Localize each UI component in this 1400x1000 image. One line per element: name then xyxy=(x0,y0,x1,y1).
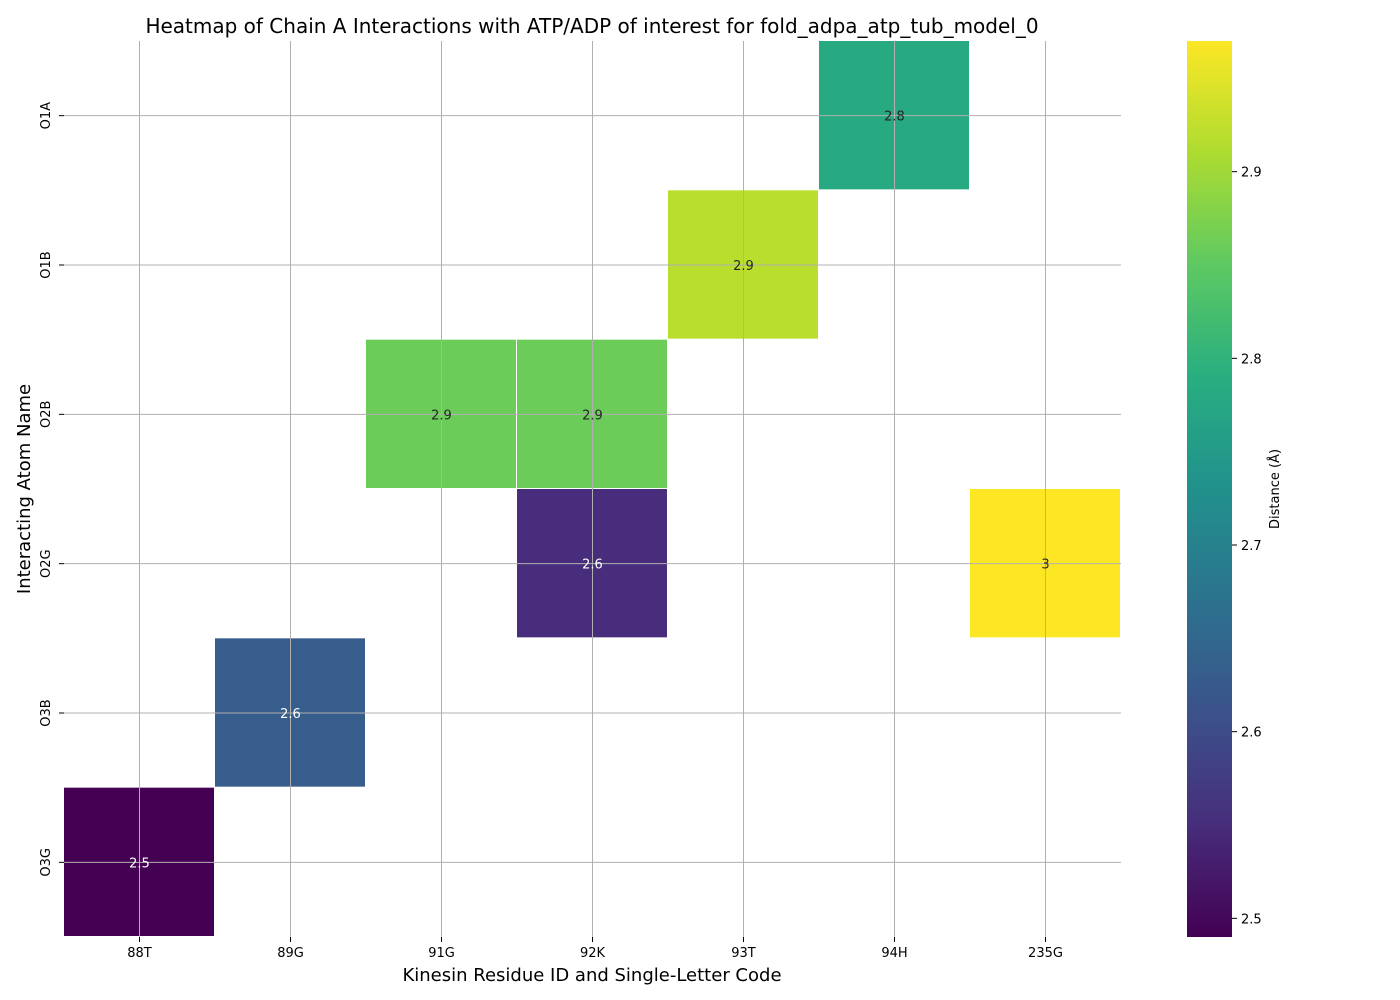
cell-value-label: 2.9 xyxy=(582,408,603,423)
x-axis-label: Kinesin Residue ID and Single-Letter Cod… xyxy=(402,965,781,986)
cell-value-label: 2.5 xyxy=(129,856,150,871)
x-tick-label: 235G xyxy=(1028,946,1063,961)
colorbar-label: Distance (Å) xyxy=(1267,449,1283,529)
colorbar-ticks: 2.5 2.6 2.7 2.8 2.9 xyxy=(1232,166,1262,927)
y-tick-label: O3G xyxy=(39,848,54,877)
colorbar-tick-label: 2.8 xyxy=(1241,352,1262,367)
y-tick-label: O2B xyxy=(39,401,54,428)
colorbar xyxy=(1187,41,1232,937)
cell-value-label: 2.6 xyxy=(280,707,301,722)
y-tick-label: O1A xyxy=(39,102,54,130)
cell-value-label: 2.9 xyxy=(431,408,452,423)
x-tick-label: 93T xyxy=(731,946,756,961)
colorbar-tick-label: 2.7 xyxy=(1241,539,1262,554)
x-axis-ticks: 88T 89G 91G 92K 93T 94H 235G xyxy=(127,937,1063,961)
y-tick-label: O2G xyxy=(39,549,54,578)
colorbar-tick-label: 2.5 xyxy=(1241,912,1262,927)
y-axis-ticks: O1A O1B O2B O2G O3B O3G xyxy=(39,102,64,877)
cell-value-label: 2.6 xyxy=(582,558,603,573)
x-tick-label: 94H xyxy=(881,946,907,961)
y-axis-label: Interacting Atom Name xyxy=(14,384,35,594)
cell-value-label: 2.8 xyxy=(884,110,905,125)
chart-title: Heatmap of Chain A Interactions with ATP… xyxy=(145,14,1038,38)
colorbar-tick-label: 2.6 xyxy=(1241,726,1262,741)
plot-grid xyxy=(64,41,1121,937)
cell-annotations: 2.8 2.9 2.9 2.9 2.6 3 2.6 2.5 xyxy=(129,110,1049,872)
colorbar-tick-label: 2.9 xyxy=(1241,166,1262,181)
y-tick-label: O3B xyxy=(39,699,54,726)
x-tick-label: 91G xyxy=(428,946,455,961)
x-tick-label: 92K xyxy=(580,946,606,961)
colorbar-gradient xyxy=(1187,41,1232,937)
x-tick-label: 88T xyxy=(127,946,152,961)
x-tick-label: 89G xyxy=(277,946,304,961)
y-tick-label: O1B xyxy=(39,251,54,278)
cell-value-label: 2.9 xyxy=(733,259,754,274)
cell-value-label: 3 xyxy=(1041,558,1049,573)
